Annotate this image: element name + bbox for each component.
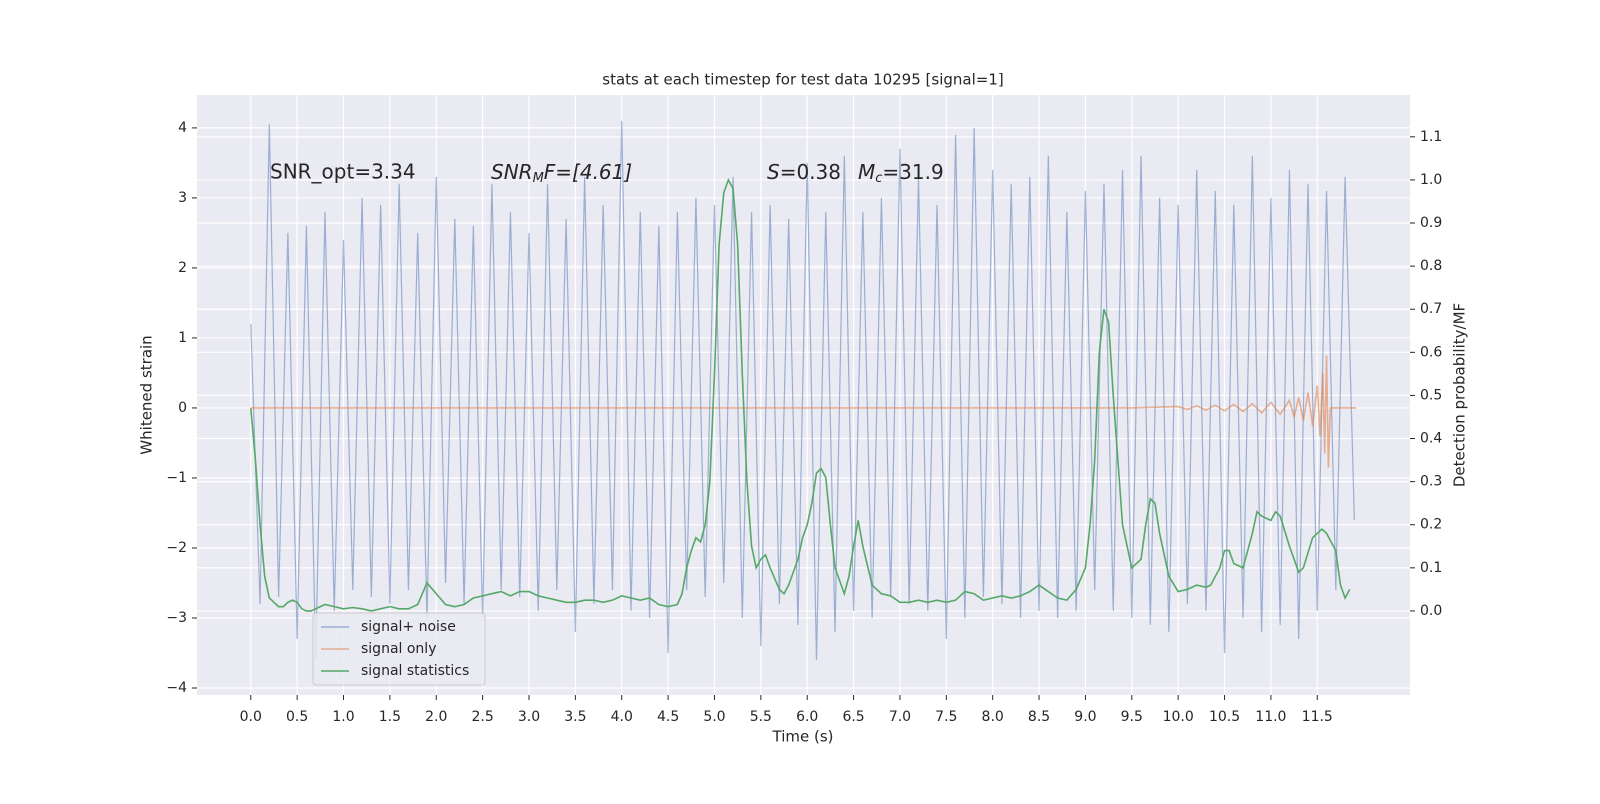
x-tick-label: 9.5 (1121, 709, 1143, 725)
y2-tick-label: 0.0 (1420, 603, 1442, 619)
y2-tick-label: 0.5 (1420, 387, 1442, 403)
x-tick-label: 7.5 (935, 709, 957, 725)
y2-tick-label: 0.4 (1420, 431, 1442, 447)
annotation-part: =31.9 (882, 160, 943, 184)
x-tick-label: 8.0 (982, 709, 1004, 725)
annotation-part: M (858, 160, 875, 184)
series-line (250, 355, 1357, 468)
y-tick-label: 3 (178, 190, 187, 206)
series-line (249, 177, 1351, 612)
annotation: Mc=31.9 (858, 160, 944, 186)
x-tick-label: 3.0 (518, 709, 540, 725)
annotation-subscript: c (875, 171, 882, 186)
x-axis-label: Time (s) (772, 728, 834, 746)
x-tick-label: 10.0 (1163, 709, 1194, 725)
x-tick-label: 1.5 (379, 709, 401, 725)
chart-title: stats at each timestep for test data 102… (602, 71, 1003, 89)
legend-box (312, 612, 486, 686)
y-tick-label: −3 (166, 610, 187, 626)
x-tick-label: 5.0 (703, 709, 725, 725)
annotation-subscript: M (533, 171, 544, 186)
annotation: SNR_opt=3.34 (270, 160, 416, 184)
x-tick-label: 0.5 (286, 709, 308, 725)
x-tick-label: 11.5 (1302, 709, 1333, 725)
x-tick-label: 2.5 (471, 709, 493, 725)
y2-tick-label: 0.9 (1420, 215, 1442, 231)
y2-axis-label: Detection probability/MF (1451, 303, 1469, 487)
x-tick-label: 7.0 (889, 709, 911, 725)
y2-tick-label: 1.0 (1420, 172, 1442, 188)
x-tick-label: 8.5 (1028, 709, 1050, 725)
marks (249, 120, 1357, 661)
annotation-part: S (767, 160, 780, 184)
annotation-part: =0.38 (780, 160, 841, 184)
legend: signal+ noise signal only signal statistic… (312, 612, 486, 686)
annotation-part: SNR (491, 160, 533, 184)
x-tick-label: 4.0 (611, 709, 633, 725)
series-line (250, 120, 1355, 661)
annotation-part: F=[4.61] (544, 160, 632, 184)
y-tick-label: 4 (178, 120, 187, 136)
x-tick-label: 6.0 (796, 709, 818, 725)
legend-label: signal only (361, 641, 436, 657)
x-tick-label: 6.5 (842, 709, 864, 725)
x-tick-label: 10.5 (1209, 709, 1240, 725)
y2-tick-label: 0.6 (1420, 344, 1442, 360)
y2-tick-label: 0.2 (1420, 517, 1442, 533)
annotation: S=0.38 (767, 160, 841, 184)
y-tick-label: 0 (178, 400, 187, 416)
x-tick-label: 3.5 (564, 709, 586, 725)
x-tick-label: 11.0 (1255, 709, 1286, 725)
y-tick-label: −4 (166, 680, 187, 696)
x-tick-label: 1.0 (332, 709, 354, 725)
y2-tick-label: 0.8 (1420, 258, 1442, 274)
x-tick-label: 0.0 (240, 709, 262, 725)
y2-tick-label: 1.1 (1420, 129, 1442, 145)
y-tick-label: −2 (166, 540, 187, 556)
x-tick-label: 5.5 (750, 709, 772, 725)
y2-tick-label: 0.7 (1420, 301, 1442, 317)
x-tick-label: 4.5 (657, 709, 679, 725)
x-tick-label: 9.0 (1074, 709, 1096, 725)
y2-tick-label: 0.3 (1420, 474, 1442, 490)
y2-tick-label: 0.1 (1420, 560, 1442, 576)
annotation: SNRMF=[4.61] (491, 160, 632, 186)
y-tick-label: −1 (166, 470, 187, 486)
y-axis-label: Whitened strain (138, 335, 156, 454)
legend-label: signal statistics (361, 663, 469, 679)
y-tick-label: 1 (178, 330, 187, 346)
x-tick-label: 2.0 (425, 709, 447, 725)
y-tick-label: 2 (178, 260, 187, 276)
legend-label: signal+ noise (361, 619, 456, 635)
